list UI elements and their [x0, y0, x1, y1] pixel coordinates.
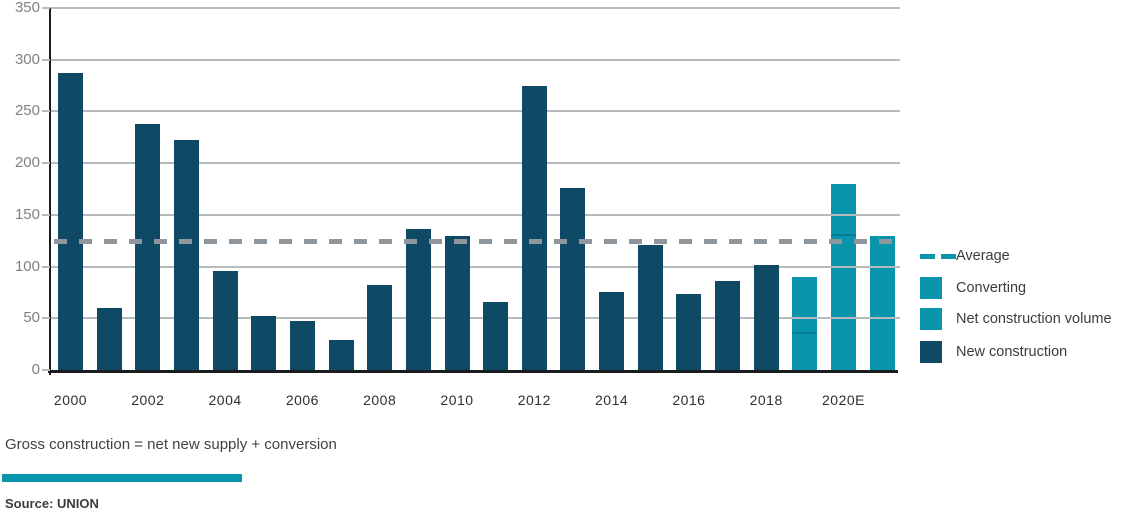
bar-2016 — [676, 294, 702, 370]
bar-2020E — [831, 183, 856, 370]
legend-dashed-line-icon — [941, 254, 956, 259]
bar-2000 — [58, 73, 83, 370]
legend-label: Converting — [956, 280, 1027, 296]
gridline-100 — [50, 265, 900, 268]
y-axis-label: 300 — [14, 50, 40, 68]
bar-2004 — [212, 270, 238, 370]
bar-2005 — [251, 316, 277, 370]
bar-2018 — [753, 264, 779, 370]
footnote-formula: Gross construction = net new supply + co… — [5, 436, 337, 453]
bar-2001 — [96, 307, 122, 370]
y-tick-350 — [42, 7, 50, 9]
bar-extra — [869, 235, 895, 370]
legend-label: New construction — [956, 344, 1068, 360]
legend-swatch — [920, 277, 942, 299]
footer-accent-bar — [2, 474, 242, 482]
y-axis-line — [49, 8, 51, 375]
y-axis-label: 50 — [23, 309, 40, 327]
bar-2007 — [328, 340, 354, 370]
bar-2008 — [367, 285, 393, 370]
bar-2011 — [483, 301, 509, 370]
bar-2010 — [444, 235, 470, 370]
x-axis-label-2020E: 2020E — [822, 392, 865, 408]
y-axis-label: 250 — [14, 102, 40, 120]
gridline-250 — [50, 110, 900, 113]
gridline-200 — [50, 162, 900, 165]
y-tick-250 — [42, 110, 50, 113]
y-axis-label: 0 — [31, 361, 40, 378]
source-label: Source: UNION — [5, 496, 99, 511]
gridline-50 — [50, 317, 900, 320]
legend-label: Net construction volume — [956, 311, 1112, 327]
y-axis-label: 350 — [14, 0, 40, 16]
x-axis-label-2012: 2012 — [517, 392, 551, 408]
legend-swatch — [920, 308, 942, 330]
y-tick-300 — [42, 58, 50, 61]
x-axis-label-2014: 2014 — [595, 392, 629, 408]
y-tick-100 — [42, 265, 50, 268]
bar-segment-boundary — [792, 331, 818, 334]
legend-dashed-line-icon — [920, 254, 935, 259]
x-axis-label-2006: 2006 — [285, 392, 319, 408]
x-axis-label-2002: 2002 — [131, 392, 165, 408]
y-tick-0 — [42, 369, 50, 371]
y-tick-150 — [42, 213, 50, 216]
bar-2006 — [289, 321, 315, 370]
x-axis-line — [48, 370, 898, 373]
gridline-350 — [50, 7, 900, 9]
x-axis-label-2008: 2008 — [363, 392, 397, 408]
y-axis-label: 100 — [14, 257, 40, 275]
bar-2014 — [599, 292, 625, 370]
x-axis-label-2004: 2004 — [208, 392, 242, 408]
x-axis-label-2016: 2016 — [672, 392, 706, 408]
bar-2002 — [135, 123, 161, 370]
bar-2017 — [715, 281, 741, 370]
bar-2019 — [792, 276, 818, 370]
legend-item-net-construction-volume: Net construction volume — [920, 308, 1123, 330]
bar-segment-boundary — [831, 233, 856, 236]
bar-2012 — [521, 85, 547, 370]
bar-2003 — [173, 140, 199, 370]
legend-label: Average — [956, 248, 1010, 264]
legend-item-new-construction: New construction — [920, 341, 1123, 363]
legend-item-average: Average — [920, 245, 1123, 267]
bar-2013 — [560, 187, 586, 370]
y-tick-200 — [42, 162, 50, 165]
legend-swatch — [920, 341, 942, 363]
x-axis-label-2018: 2018 — [749, 392, 783, 408]
x-axis-label-2010: 2010 — [440, 392, 474, 408]
y-axis-label: 200 — [14, 154, 40, 172]
bar-2009 — [405, 229, 431, 370]
legend-item-converting: Converting — [920, 277, 1123, 299]
average-line — [54, 239, 898, 245]
y-tick-50 — [42, 317, 50, 320]
gridline-300 — [50, 58, 900, 61]
x-axis-label-2000: 2000 — [53, 392, 88, 408]
y-axis-label: 150 — [14, 205, 40, 223]
gridline-150 — [50, 213, 900, 216]
bar-2015 — [637, 244, 663, 370]
